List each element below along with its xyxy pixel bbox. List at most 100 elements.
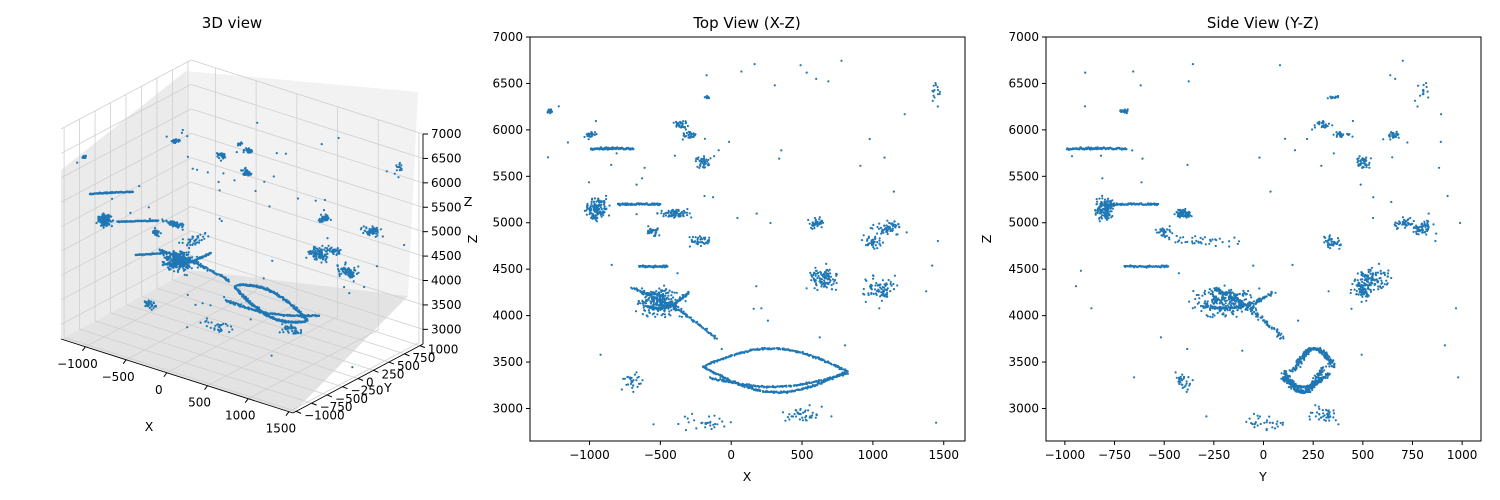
data-point	[683, 126, 686, 129]
x-axis-label: X	[743, 469, 752, 484]
data-point	[218, 329, 221, 332]
data-point	[323, 248, 326, 251]
data-point	[809, 271, 812, 274]
data-point	[257, 306, 261, 309]
data-point	[678, 315, 681, 318]
data-point	[835, 281, 838, 285]
data-point	[805, 287, 808, 290]
data-point	[718, 417, 721, 420]
data-point	[670, 303, 673, 306]
data-point	[223, 296, 226, 299]
data-point	[788, 418, 791, 421]
data-point	[256, 121, 259, 124]
data-point	[182, 253, 185, 256]
data-point	[662, 215, 665, 218]
data-point	[209, 304, 212, 307]
data-point	[549, 112, 552, 115]
data-point	[598, 200, 602, 203]
data-point	[1290, 387, 1293, 390]
data-point	[795, 415, 798, 418]
data-point	[215, 152, 218, 155]
data-point	[891, 222, 894, 225]
data-point	[344, 261, 347, 264]
data-point	[1328, 365, 1331, 368]
data-point	[283, 326, 286, 329]
data-point	[1299, 358, 1302, 361]
data-point	[640, 287, 644, 290]
data-point	[216, 323, 219, 326]
data-point	[279, 296, 282, 299]
data-point	[153, 227, 157, 230]
data-point	[654, 231, 658, 234]
data-point	[244, 166, 247, 169]
data-point	[589, 135, 592, 138]
data-point	[397, 165, 400, 169]
data-point	[717, 149, 720, 152]
y-tick-mark	[311, 402, 317, 406]
data-point	[397, 176, 400, 179]
data-point	[168, 255, 172, 258]
data-point	[1296, 364, 1299, 367]
data-point	[315, 256, 318, 260]
y-tick-label: −750	[320, 400, 353, 414]
data-point	[308, 251, 311, 254]
data-point	[641, 313, 644, 316]
data-point	[657, 304, 661, 307]
data-point	[799, 413, 802, 416]
data-point	[376, 234, 379, 237]
data-point	[214, 324, 217, 327]
data-point	[172, 222, 175, 225]
data-point	[336, 252, 339, 255]
data-point	[285, 314, 289, 317]
data-point	[362, 225, 365, 228]
data-point	[656, 309, 660, 312]
data-point	[203, 267, 206, 270]
data-point	[763, 385, 766, 388]
data-point	[165, 135, 168, 138]
data-point	[366, 231, 369, 234]
data-point	[931, 264, 934, 267]
data-point	[820, 283, 823, 286]
data-point	[673, 306, 676, 309]
data-point	[690, 135, 693, 138]
data-point	[673, 154, 677, 157]
data-point	[1299, 365, 1302, 369]
data-point	[840, 368, 843, 371]
data-point	[201, 302, 204, 305]
data-point	[271, 259, 274, 262]
data-point	[888, 225, 891, 228]
data-point	[278, 331, 281, 334]
data-point	[373, 231, 376, 235]
data-point	[330, 246, 333, 249]
data-point	[646, 315, 649, 318]
data-point	[244, 306, 247, 309]
data-point	[1317, 374, 1320, 377]
data-point	[826, 281, 829, 284]
data-point	[205, 325, 208, 328]
data-point	[363, 285, 366, 289]
data-point	[669, 215, 672, 218]
data-point	[767, 390, 770, 394]
x-tick-label: 500	[188, 396, 211, 410]
data-point	[864, 300, 867, 303]
data-point	[892, 288, 896, 291]
data-point	[925, 290, 928, 293]
data-point	[862, 287, 865, 291]
data-point	[885, 283, 888, 286]
data-point	[97, 218, 100, 221]
data-point	[347, 271, 350, 274]
data-point	[286, 326, 289, 329]
data-point	[881, 279, 885, 282]
data-point	[884, 288, 887, 291]
data-point	[879, 244, 882, 247]
data-point	[150, 303, 154, 306]
data-point	[190, 267, 193, 270]
data-point	[824, 378, 827, 381]
data-point	[801, 416, 804, 419]
data-point	[308, 315, 311, 318]
data-point	[872, 274, 875, 277]
data-point	[637, 289, 640, 292]
data-point	[183, 257, 187, 260]
data-point	[844, 369, 847, 372]
data-point	[188, 246, 191, 250]
